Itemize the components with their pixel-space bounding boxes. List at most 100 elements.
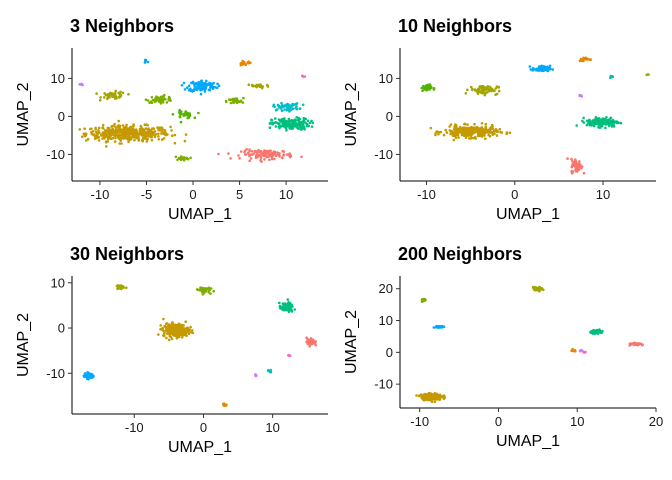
scatter-point [244, 63, 248, 66]
scatter-point [249, 157, 253, 160]
scatter-point [117, 91, 120, 95]
scatter-point [454, 136, 458, 140]
scatter-point [299, 127, 303, 131]
scatter-point [113, 140, 117, 143]
scatter-point [146, 60, 150, 64]
scatter-points [415, 285, 644, 404]
scatter-point [292, 121, 295, 125]
scatter-point [424, 396, 428, 400]
scatter-point [163, 129, 167, 132]
scatter-point [114, 136, 117, 140]
scatter-point [157, 135, 160, 138]
scatter-point [161, 101, 165, 104]
scatter-point [149, 100, 153, 103]
scatter-point [106, 130, 109, 134]
scatter-point [159, 328, 162, 331]
scatter-point [292, 119, 296, 122]
scatter-point [537, 68, 540, 71]
scatter-point [479, 134, 482, 138]
scatter-point [86, 370, 89, 374]
scatter-point [173, 141, 177, 145]
scatter-point [287, 306, 290, 310]
scatter-point [424, 298, 427, 302]
scatter-point [119, 129, 123, 133]
scatter-point [300, 155, 303, 159]
scatter-point [187, 88, 191, 92]
panel-title: 200 Neighbors [398, 244, 522, 264]
scatter-point [429, 392, 432, 395]
scatter-point [133, 135, 136, 139]
scatter-point [162, 317, 165, 321]
scatter-point [528, 65, 532, 68]
scatter-point [273, 117, 277, 120]
scatter-point [463, 126, 467, 129]
scatter-point [145, 133, 148, 137]
scatter-point [133, 131, 136, 135]
scatter-point [88, 373, 92, 376]
scatter-point [130, 125, 133, 129]
x-tick-label: 5 [236, 187, 243, 202]
scatter-point [285, 129, 288, 132]
scatter-point [110, 129, 113, 133]
scatter-point [540, 287, 543, 291]
scatter-point [137, 139, 141, 142]
scatter-point [476, 92, 480, 95]
scatter-point [209, 287, 213, 290]
scatter-point [162, 137, 166, 140]
scatter-point [89, 375, 92, 379]
scatter-point [629, 342, 632, 346]
scatter-point [101, 123, 105, 127]
scatter-point [294, 102, 298, 106]
scatter-point [475, 90, 479, 93]
scatter-point [286, 298, 290, 301]
scatter-point [587, 118, 591, 122]
scatter-point [199, 286, 202, 290]
scatter-point [259, 83, 262, 86]
scatter-point [637, 343, 640, 347]
scatter-point [303, 75, 307, 78]
scatter-point [246, 151, 250, 155]
scatter-point [116, 131, 119, 135]
scatter-point [495, 134, 499, 137]
panel-title: 30 Neighbors [70, 244, 184, 264]
scatter-point [259, 156, 263, 160]
scatter-point [454, 128, 458, 131]
scatter-point [484, 125, 488, 129]
scatter-point [289, 154, 293, 157]
umap-panel: 10 Neighbors -10 0 10 -10 0 10 UMAP_1 UMAP_2 [343, 16, 656, 223]
x-tick-label: -10 [125, 420, 144, 435]
scatter-point [575, 162, 578, 165]
scatter-point [434, 396, 438, 400]
scatter-point [268, 122, 272, 125]
scatter-point [86, 377, 89, 381]
y-tick-label: 0 [58, 321, 65, 336]
scatter-point [484, 127, 488, 131]
scatter-point [543, 65, 546, 69]
scatter-point [301, 103, 305, 107]
scatter-point [127, 140, 130, 144]
scatter-point [150, 96, 154, 99]
scatter-point [619, 121, 623, 125]
scatter-point [452, 138, 456, 142]
scatter-point [200, 79, 203, 82]
scatter-point [288, 354, 292, 358]
scatter-point [434, 325, 438, 329]
scatter-point [579, 349, 582, 352]
scatter-point [308, 121, 312, 125]
scatter-point [197, 81, 200, 84]
scatter-point [186, 116, 189, 120]
scatter-point [157, 138, 161, 141]
scatter-point [173, 133, 177, 137]
scatter-point [81, 135, 84, 138]
scatter-point [178, 326, 182, 329]
scatter-point [299, 125, 303, 129]
scatter-point [216, 82, 219, 86]
scatter-point [182, 81, 186, 85]
scatter-point [140, 139, 144, 142]
scatter-point [280, 156, 284, 160]
scatter-point [301, 123, 305, 126]
y-axis-label: UMAP_2 [15, 82, 32, 146]
scatter-point [634, 343, 638, 346]
scatter-point [434, 392, 437, 396]
